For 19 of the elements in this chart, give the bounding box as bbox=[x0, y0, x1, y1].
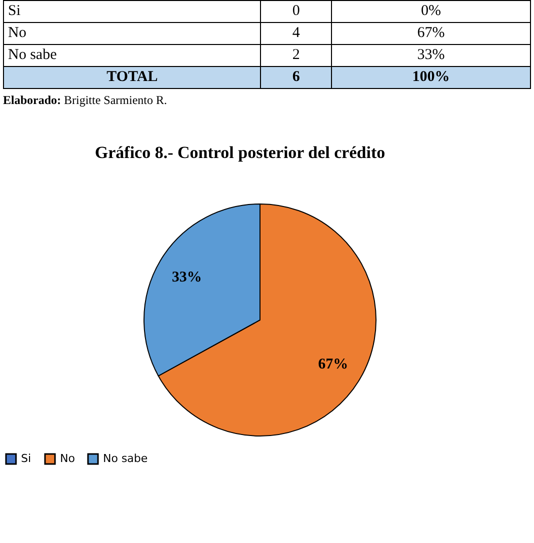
text: 0% bbox=[331, 0, 530, 22]
text: 0 bbox=[260, 0, 332, 22]
text: 2 bbox=[260, 44, 332, 66]
text: Elaborado: Brigitte Sarmiento R. bbox=[3, 93, 168, 108]
data-label: 67% bbox=[318, 356, 348, 372]
data-label: 33% bbox=[172, 270, 202, 286]
legend-label: No sabe bbox=[103, 452, 148, 465]
legend-label: No bbox=[60, 452, 76, 465]
text: No bbox=[4, 22, 261, 44]
text: 4 bbox=[260, 22, 332, 44]
text: No sabe bbox=[4, 44, 261, 66]
text: 67% bbox=[331, 22, 530, 44]
text: 33% bbox=[331, 44, 530, 66]
text: 100% bbox=[331, 66, 530, 88]
legend-label: Si bbox=[21, 452, 32, 465]
text: Si bbox=[4, 0, 261, 22]
text: TOTAL bbox=[4, 66, 261, 88]
text: 6 bbox=[260, 66, 332, 88]
chart-title: Gráfico 8.- Control posterior del crédito bbox=[94, 143, 386, 162]
